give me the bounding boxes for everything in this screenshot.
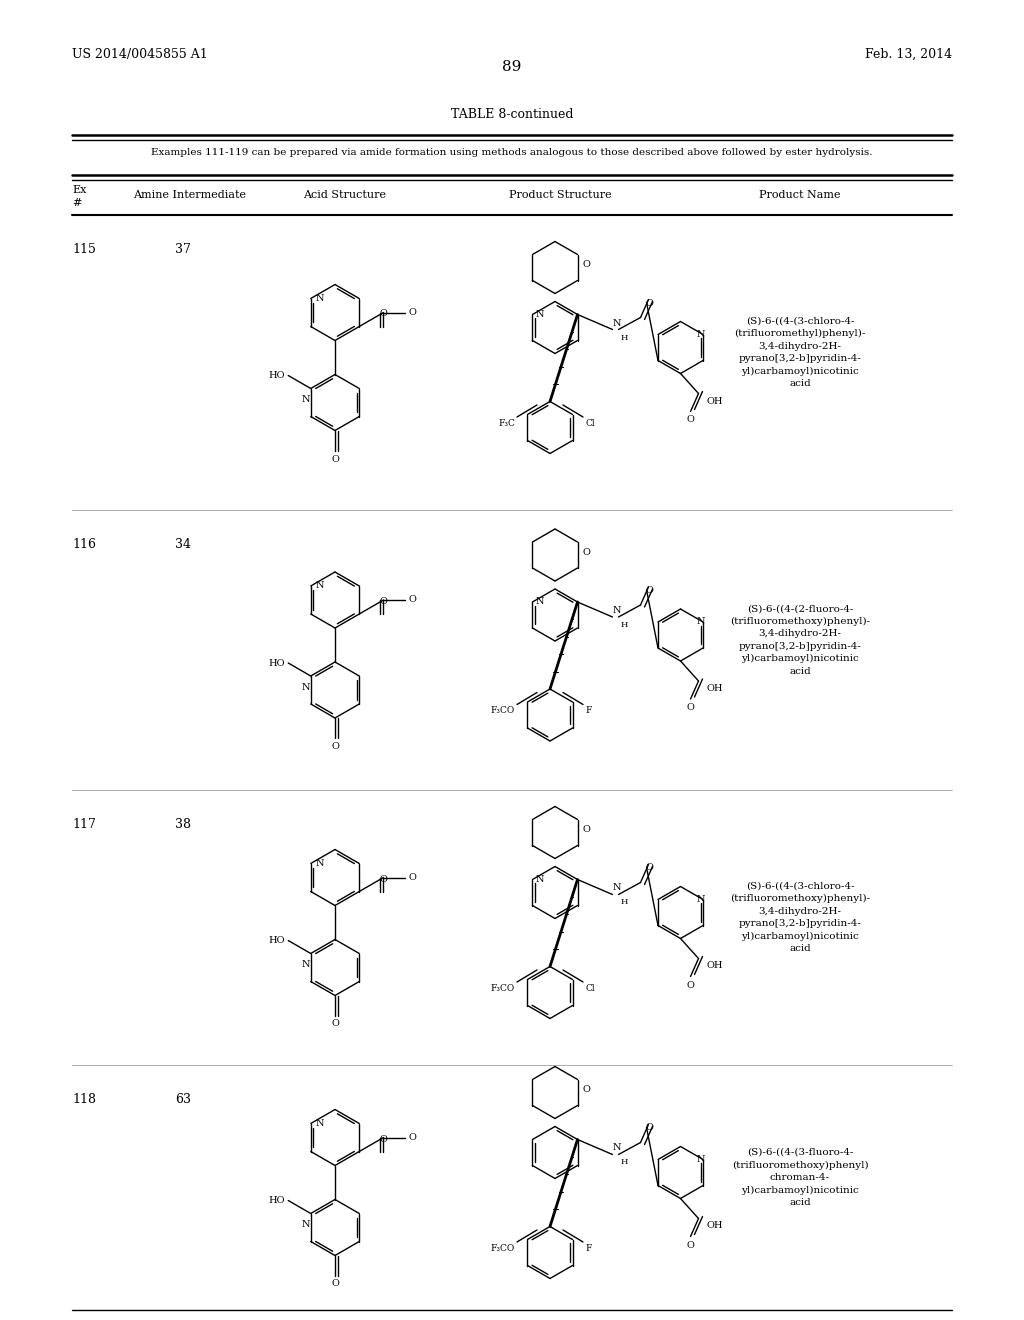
Text: O: O — [331, 454, 339, 463]
Text: Cl: Cl — [585, 418, 595, 428]
Text: O: O — [645, 1123, 653, 1133]
Text: F: F — [585, 706, 592, 715]
Text: N: N — [612, 1143, 621, 1152]
Text: Amine Intermediate: Amine Intermediate — [133, 190, 247, 201]
Text: OH: OH — [707, 684, 723, 693]
Text: N: N — [301, 395, 310, 404]
Text: N: N — [536, 875, 544, 884]
Text: N: N — [315, 294, 324, 304]
Text: 117: 117 — [72, 818, 96, 832]
Text: OH: OH — [707, 396, 723, 405]
Text: O: O — [686, 1241, 694, 1250]
Text: N: N — [315, 859, 324, 869]
Text: F₃CO: F₃CO — [490, 983, 515, 993]
Text: Product Structure: Product Structure — [509, 190, 611, 201]
Text: O: O — [331, 742, 339, 751]
Text: Feb. 13, 2014: Feb. 13, 2014 — [865, 48, 952, 61]
Text: O: O — [583, 825, 590, 834]
Text: OH: OH — [707, 961, 723, 970]
Text: 118: 118 — [72, 1093, 96, 1106]
Text: TABLE 8-continued: TABLE 8-continued — [451, 108, 573, 121]
Text: HO: HO — [268, 1196, 286, 1205]
Text: N: N — [301, 682, 310, 692]
Text: N: N — [696, 895, 705, 904]
Text: HO: HO — [268, 659, 286, 668]
Text: 63: 63 — [175, 1093, 191, 1106]
Text: 37: 37 — [175, 243, 190, 256]
Text: H: H — [621, 620, 628, 630]
Text: N: N — [301, 960, 310, 969]
Text: HO: HO — [268, 371, 286, 380]
Text: H: H — [621, 1159, 628, 1167]
Text: (S)-6-((4-(2-fluoro-4-
(trifluoromethoxy)phenyl)-
3,4-dihydro-2H-
pyrano[3,2-b]p: (S)-6-((4-(2-fluoro-4- (trifluoromethoxy… — [730, 605, 870, 676]
Text: Cl: Cl — [585, 983, 595, 993]
Text: H: H — [621, 899, 628, 907]
Text: F: F — [585, 1243, 592, 1253]
Text: (S)-6-((4-(3-chloro-4-
(trifluoromethoxy)phenyl)-
3,4-dihydro-2H-
pyrano[3,2-b]p: (S)-6-((4-(3-chloro-4- (trifluoromethoxy… — [730, 882, 870, 953]
Text: O: O — [380, 597, 387, 606]
Text: H: H — [621, 334, 628, 342]
Text: O: O — [686, 981, 694, 990]
Text: O: O — [331, 1279, 339, 1288]
Text: Examples 111-119 can be prepared via amide formation using methods analogous to : Examples 111-119 can be prepared via ami… — [152, 148, 872, 157]
Text: N: N — [612, 606, 621, 615]
Text: O: O — [380, 1134, 387, 1143]
Text: O: O — [645, 298, 653, 308]
Text: N: N — [536, 310, 544, 319]
Text: N: N — [696, 330, 705, 339]
Text: F₃CO: F₃CO — [490, 1243, 515, 1253]
Text: US 2014/0045855 A1: US 2014/0045855 A1 — [72, 48, 208, 61]
Text: N: N — [612, 883, 621, 892]
Text: F₃CO: F₃CO — [490, 706, 515, 715]
Text: O: O — [380, 309, 387, 318]
Text: 34: 34 — [175, 539, 191, 550]
Text: HO: HO — [268, 936, 286, 945]
Text: O: O — [645, 586, 653, 595]
Text: O: O — [686, 704, 694, 711]
Text: O: O — [331, 1019, 339, 1028]
Text: O: O — [583, 1085, 590, 1094]
Text: 89: 89 — [503, 59, 521, 74]
Text: O: O — [409, 1133, 417, 1142]
Text: Acid Structure: Acid Structure — [303, 190, 386, 201]
Text: 38: 38 — [175, 818, 191, 832]
Text: O: O — [686, 416, 694, 425]
Text: N: N — [301, 1220, 310, 1229]
Text: (S)-6-((4-(3-chloro-4-
(trifluoromethyl)phenyl)-
3,4-dihydro-2H-
pyrano[3,2-b]py: (S)-6-((4-(3-chloro-4- (trifluoromethyl)… — [734, 317, 865, 388]
Text: N: N — [696, 618, 705, 627]
Text: (S)-6-((4-(3-fluoro-4-
(trifluoromethoxy)phenyl)
chroman-4-
yl)carbamoyl)nicotin: (S)-6-((4-(3-fluoro-4- (trifluoromethoxy… — [732, 1148, 868, 1208]
Text: O: O — [409, 308, 417, 317]
Text: O: O — [645, 863, 653, 873]
Text: N: N — [315, 1119, 324, 1129]
Text: O: O — [583, 260, 590, 269]
Text: O: O — [380, 874, 387, 883]
Text: 116: 116 — [72, 539, 96, 550]
Text: O: O — [583, 548, 590, 557]
Text: N: N — [696, 1155, 705, 1164]
Text: OH: OH — [707, 1221, 723, 1230]
Text: N: N — [612, 318, 621, 327]
Text: N: N — [536, 598, 544, 606]
Text: Ex: Ex — [72, 185, 86, 195]
Text: O: O — [409, 595, 417, 605]
Text: F₃C: F₃C — [498, 418, 515, 428]
Text: N: N — [315, 582, 324, 590]
Text: 115: 115 — [72, 243, 96, 256]
Text: O: O — [409, 873, 417, 882]
Text: Product Name: Product Name — [759, 190, 841, 201]
Text: #: # — [72, 198, 81, 209]
